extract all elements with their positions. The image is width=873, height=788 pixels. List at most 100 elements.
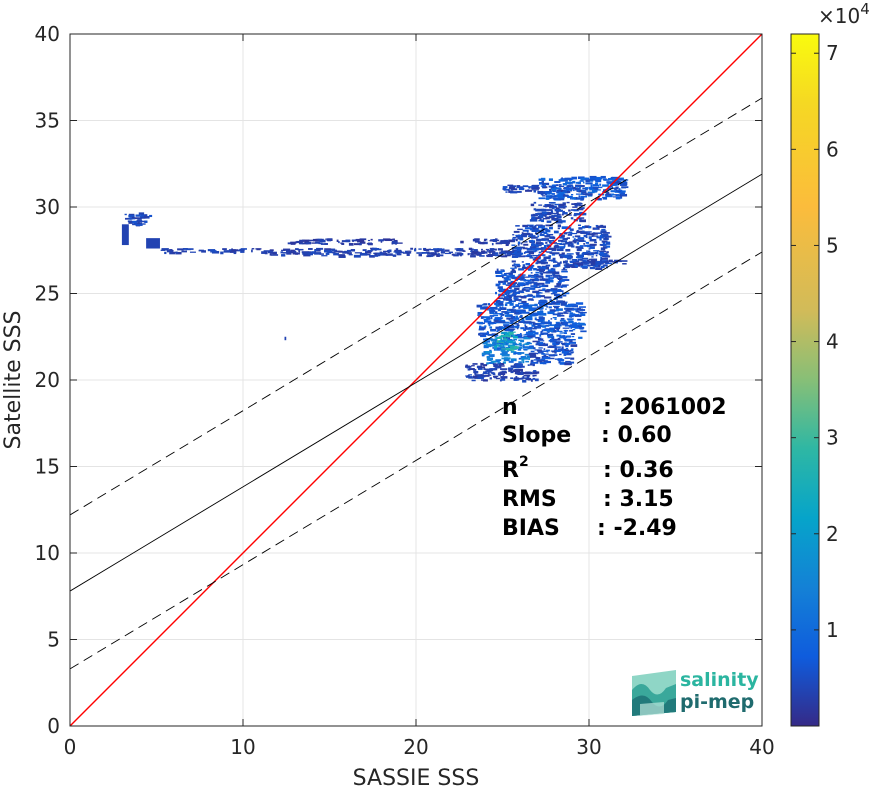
density-cell xyxy=(513,295,522,298)
density-cell xyxy=(496,239,500,242)
density-cell xyxy=(231,249,239,252)
density-cell xyxy=(280,251,284,254)
density-cell xyxy=(396,250,401,253)
density-cell xyxy=(621,192,625,196)
density-cell xyxy=(548,255,552,258)
density-cell xyxy=(541,227,544,231)
density-cell xyxy=(518,357,522,360)
density-cell xyxy=(508,286,512,289)
density-cell xyxy=(140,214,148,217)
density-cell xyxy=(556,334,562,337)
density-cell xyxy=(482,341,488,345)
density-cell xyxy=(600,250,604,253)
density-cell xyxy=(557,312,564,315)
density-cell xyxy=(533,268,537,271)
density-cell xyxy=(491,254,497,256)
density-cell xyxy=(540,333,544,336)
density-cell xyxy=(503,353,510,357)
density-cell xyxy=(559,203,566,206)
density-cell xyxy=(392,254,397,257)
density-cell xyxy=(516,324,520,327)
density-cell xyxy=(444,252,452,255)
density-cell xyxy=(487,303,491,306)
density-cell xyxy=(538,197,546,200)
density-cell xyxy=(622,263,627,265)
density-cell xyxy=(499,362,505,366)
density-cell xyxy=(382,238,391,241)
density-cell xyxy=(529,363,533,366)
density-cell xyxy=(436,254,440,257)
density-cell xyxy=(486,355,490,359)
density-region xyxy=(493,331,523,351)
density-cell xyxy=(551,337,555,341)
density-cell xyxy=(391,241,398,244)
stat-slope-label: Slope xyxy=(502,423,571,448)
density-cell xyxy=(353,254,361,258)
density-cell xyxy=(526,254,533,258)
density-cell xyxy=(319,253,324,255)
density-cell xyxy=(566,256,572,260)
density-cell xyxy=(517,275,524,278)
density-cell xyxy=(581,257,589,260)
density-cell xyxy=(569,361,575,364)
density-cell xyxy=(285,250,291,253)
density-cell xyxy=(348,254,353,256)
density-cell xyxy=(303,254,311,257)
density-cell xyxy=(240,250,245,253)
density-cell xyxy=(500,269,505,271)
density-cell xyxy=(512,342,517,345)
density-cell xyxy=(514,289,517,292)
density-cell xyxy=(532,213,536,216)
density-cell xyxy=(211,250,217,253)
density-cell xyxy=(514,368,519,371)
density-cell xyxy=(418,253,422,257)
density-cell xyxy=(467,253,475,255)
density-cell xyxy=(576,217,585,219)
density-cell xyxy=(552,257,556,261)
density-cell xyxy=(575,256,584,259)
density-cell xyxy=(504,327,510,330)
density-cell xyxy=(548,233,554,236)
density-cell xyxy=(508,272,513,275)
density-cell xyxy=(568,209,571,212)
density-cell xyxy=(492,314,499,317)
density-cell xyxy=(564,357,571,359)
density-cell xyxy=(578,322,581,324)
density-cell xyxy=(489,326,493,329)
density-cell xyxy=(544,266,550,270)
density-cell xyxy=(590,263,596,266)
density-cell xyxy=(500,368,508,370)
density-cell xyxy=(377,254,381,257)
density-cell xyxy=(604,236,607,239)
density-cell xyxy=(490,239,498,241)
density-cell xyxy=(538,282,545,285)
density-cell xyxy=(524,324,527,327)
density-cell xyxy=(529,240,536,242)
density-cell xyxy=(487,249,489,252)
density-cell xyxy=(568,231,573,234)
y-tick-label: 0 xyxy=(47,714,60,738)
density-cell xyxy=(378,239,384,242)
density-cell xyxy=(318,242,323,245)
density-cell xyxy=(558,195,565,199)
density-cell xyxy=(497,373,501,376)
density-cell xyxy=(566,214,572,216)
density-cell xyxy=(517,190,522,193)
density-cell xyxy=(526,266,534,269)
density-cell xyxy=(559,256,563,259)
density-cell xyxy=(587,179,594,182)
density-cell xyxy=(604,179,607,181)
density-cell xyxy=(595,179,602,183)
density-cell xyxy=(582,193,588,196)
density-cell xyxy=(571,303,575,307)
density-cell xyxy=(595,262,603,265)
density-cell xyxy=(499,306,502,308)
density-cell xyxy=(569,313,576,315)
density-cell xyxy=(515,315,518,318)
density-cell xyxy=(537,306,543,308)
density-cell xyxy=(548,227,553,230)
density-cell xyxy=(511,281,515,283)
density-cell xyxy=(530,359,534,362)
density-cell xyxy=(338,241,340,244)
density-cell xyxy=(581,191,587,194)
